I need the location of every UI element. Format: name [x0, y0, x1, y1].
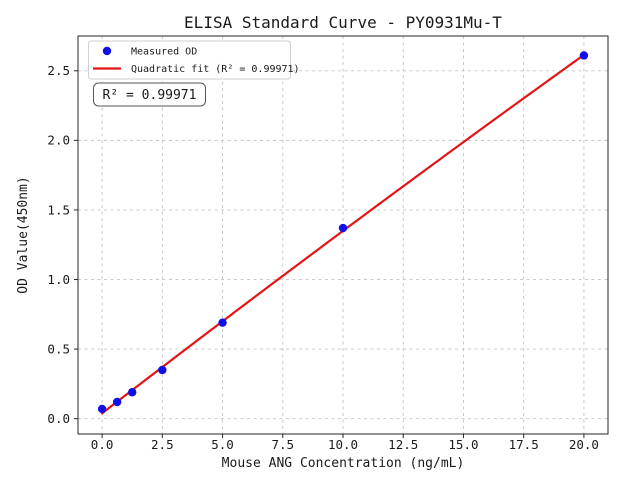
data-point: [579, 51, 589, 60]
tick-layer: 0.0 2.5 5.0 7.5 10.0 12.5 15.0 17.5 20.0 0.0 0.5 1.…: [47, 63, 599, 452]
r-squared-text: R² = 0.99971: [103, 88, 197, 103]
x-tick-label: 5.0: [211, 437, 234, 452]
y-tick-label: 1.5: [47, 202, 70, 217]
y-tick-label: 0.5: [47, 341, 70, 356]
y-tick-label: 2.0: [47, 133, 70, 148]
y-tick-label: 2.5: [47, 63, 70, 78]
data-point: [97, 404, 107, 414]
x-tick-label: 17.5: [509, 437, 539, 452]
y-tick-label: 0.0: [47, 411, 70, 426]
legend-entry-quadratic-fit: Quadratic fit (R² = 0.99971): [131, 64, 300, 75]
legend-marker-measured-od: [102, 46, 112, 56]
y-tick-label: 1.0: [47, 272, 70, 287]
data-point: [218, 318, 227, 327]
x-tick-label: 10.0: [328, 437, 358, 452]
x-tick-label: 0.0: [91, 437, 114, 452]
data-point: [158, 365, 167, 375]
x-tick-label: 7.5: [271, 437, 294, 452]
legend-entry-measured-od: Measured OD: [131, 47, 197, 58]
data-point: [112, 397, 122, 407]
r-squared-box: [93, 82, 206, 107]
x-tick-label: 12.5: [388, 437, 418, 452]
legend-frame: [88, 40, 291, 80]
legend: Measured OD Quadratic fit (R² = 0.99971): [88, 40, 300, 80]
data-point: [128, 388, 137, 397]
x-axis-label: Mouse ANG Concentration (ng/mL): [222, 456, 465, 471]
data-layer: [97, 51, 589, 415]
x-tick-label: 15.0: [448, 437, 478, 452]
r-squared-annotation: R² = 0.99971: [93, 82, 206, 107]
y-axis-label: OD Value(450nm): [16, 176, 31, 293]
chart-title: ELISA Standard Curve - PY0931Mu-T: [184, 13, 502, 32]
data-point: [338, 223, 348, 233]
x-tick-label: 2.5: [151, 437, 174, 452]
x-tick-label: 20.0: [569, 437, 599, 452]
